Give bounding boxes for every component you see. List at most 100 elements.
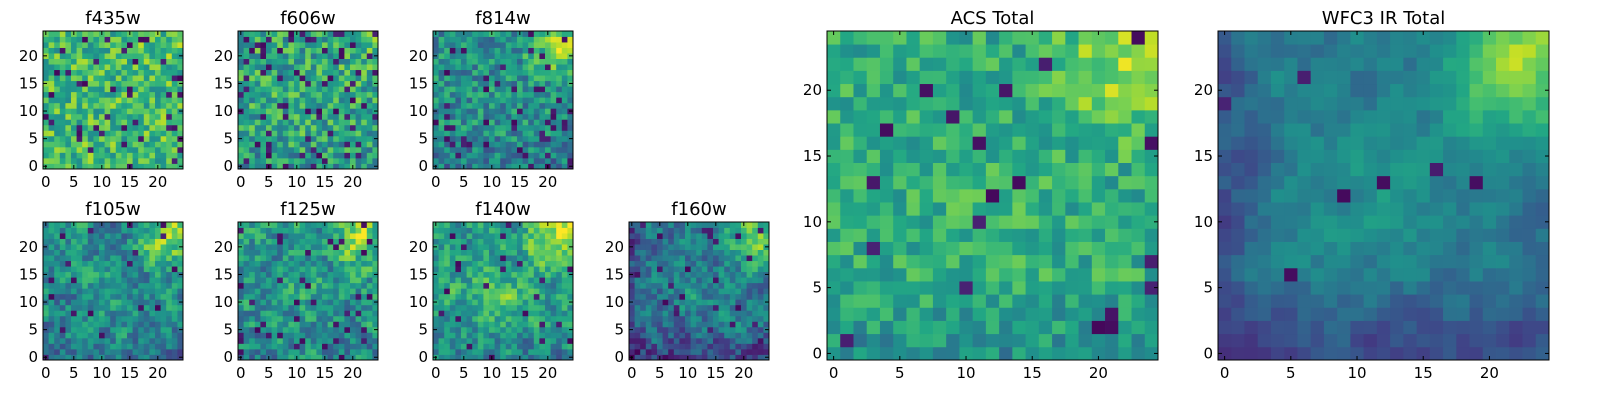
heatmap-cell	[43, 304, 49, 311]
heatmap-cell	[932, 202, 947, 216]
heatmap-cell	[1105, 320, 1119, 335]
heatmap-cell	[54, 260, 61, 267]
heatmap-cell	[444, 130, 451, 137]
heatmap-cell	[93, 86, 100, 93]
heatmap-cell	[1065, 307, 1079, 321]
heatmap-cell	[104, 354, 111, 361]
heatmap-cell	[99, 47, 105, 54]
heatmap-cell	[444, 321, 451, 328]
heatmap-cell	[528, 58, 535, 65]
heatmap-cell	[763, 260, 770, 267]
heatmap-cell	[82, 271, 89, 278]
heatmap-cell	[1131, 215, 1146, 229]
x-tick-label: 10	[482, 173, 501, 191]
heatmap-cell	[76, 80, 83, 87]
heatmap-cell	[76, 152, 83, 159]
heatmap-cell	[299, 282, 306, 289]
heatmap-cell	[249, 249, 256, 256]
heatmap-cell	[104, 222, 111, 228]
heatmap-cell	[522, 53, 529, 59]
heatmap-cell	[539, 135, 546, 142]
heatmap-cell	[1012, 346, 1026, 361]
heatmap-cell	[1091, 228, 1106, 242]
heatmap-cell	[171, 108, 178, 115]
heatmap-cell	[718, 282, 725, 289]
heatmap-cell	[696, 343, 703, 350]
heatmap-cell	[54, 255, 61, 262]
heatmap-cell	[322, 58, 328, 65]
heatmap-cell	[438, 42, 445, 48]
heatmap-cell	[477, 249, 484, 256]
heatmap-cell	[138, 64, 145, 71]
heatmap-cell	[333, 282, 340, 289]
heatmap-cell	[517, 141, 523, 148]
heatmap-cell	[177, 348, 184, 355]
heatmap-cell	[143, 97, 150, 104]
heatmap-cell	[99, 97, 105, 104]
heatmap-cell	[466, 113, 473, 120]
heatmap-cell	[840, 320, 854, 335]
heatmap-cell	[472, 233, 479, 239]
heatmap-cell	[707, 354, 714, 361]
heatmap-cell	[115, 152, 122, 159]
heatmap-cell	[350, 130, 356, 137]
heatmap-cell	[673, 326, 680, 333]
heatmap-cell	[472, 249, 479, 256]
heatmap-cell	[522, 337, 529, 344]
heatmap-cell	[121, 321, 128, 328]
heatmap-cell	[249, 47, 256, 54]
heatmap-cell	[545, 326, 551, 333]
heatmap-cell	[305, 299, 312, 306]
heatmap-cell	[724, 222, 731, 228]
heatmap-cell	[713, 227, 719, 234]
heatmap-cell	[65, 244, 72, 250]
heatmap-cell	[310, 282, 317, 289]
heatmap-cell	[71, 86, 77, 93]
heatmap-cell	[696, 260, 703, 267]
heatmap-cell	[48, 146, 55, 153]
heatmap-cell	[517, 113, 523, 120]
heatmap-cell	[752, 299, 759, 306]
heatmap-cell	[505, 119, 512, 126]
heatmap-cell	[43, 75, 49, 82]
heatmap-cell	[690, 238, 697, 245]
heatmap-cell	[444, 326, 451, 333]
heatmap-cell	[500, 321, 507, 328]
heatmap-cell	[160, 163, 167, 170]
heatmap-cell	[679, 266, 686, 273]
heatmap-cell	[1052, 346, 1066, 361]
heatmap-cell	[322, 293, 328, 300]
heatmap-cell	[327, 108, 334, 115]
heatmap-cell	[93, 80, 100, 87]
heatmap-cell	[48, 238, 55, 245]
heatmap-cell	[461, 238, 467, 245]
heatmap-cell	[472, 119, 479, 126]
heatmap-cell	[282, 53, 289, 59]
heatmap-cell	[735, 293, 742, 300]
heatmap-cell	[433, 152, 439, 159]
heatmap-cell	[54, 102, 61, 109]
heatmap-cell	[87, 119, 94, 126]
heatmap-cell	[115, 227, 122, 234]
heatmap-cell	[87, 244, 94, 250]
heatmap-cell	[528, 244, 535, 250]
heatmap-cell	[366, 266, 373, 273]
heatmap-cell	[919, 254, 934, 269]
heatmap-cell	[438, 244, 445, 250]
heatmap-cell	[561, 58, 568, 65]
x-tick-label: 0	[236, 364, 246, 382]
heatmap-cell	[132, 266, 139, 273]
heatmap-cell	[466, 86, 473, 93]
heatmap-cell	[438, 119, 445, 126]
heatmap-cell	[752, 233, 759, 239]
heatmap-cell	[350, 42, 356, 48]
heatmap-cell	[87, 249, 94, 256]
heatmap-cell	[110, 315, 117, 322]
heatmap-cell	[138, 282, 145, 289]
heatmap-cell	[76, 47, 83, 54]
heatmap-cell	[322, 282, 328, 289]
heatmap-cell	[99, 80, 105, 87]
heatmap-cell	[455, 113, 462, 120]
heatmap-cell	[277, 102, 284, 109]
heatmap-cell	[500, 97, 507, 104]
